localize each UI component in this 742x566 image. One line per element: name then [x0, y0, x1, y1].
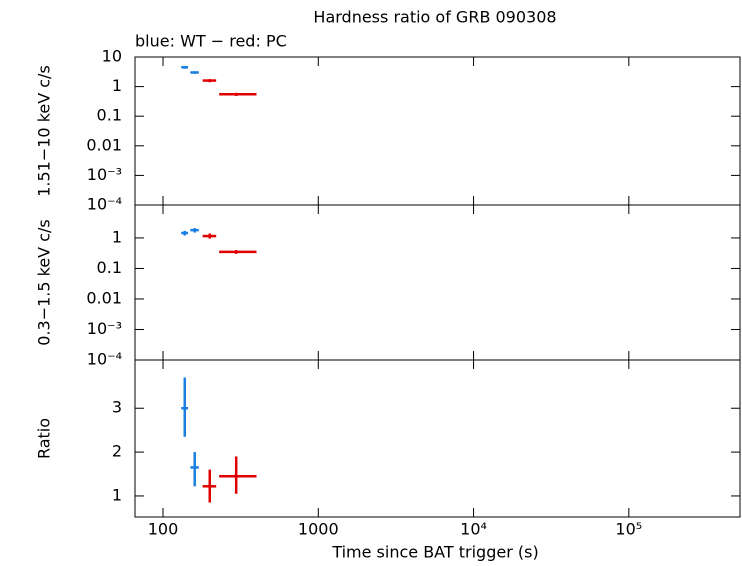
chart-subtitle: blue: WT − red: PC — [135, 32, 287, 51]
y-tick-label: 2 — [112, 442, 122, 461]
chart-title: Hardness ratio of GRB 090308 — [313, 8, 556, 27]
y-tick-label: 1 — [112, 485, 122, 504]
panel-frame — [134, 204, 741, 361]
y-tick-label: 10⁻³ — [87, 165, 122, 184]
y-axis-label: Ratio — [35, 418, 54, 459]
y-tick-label: 0.01 — [86, 135, 122, 154]
y-tick-label: 0.1 — [97, 258, 122, 277]
y-axis-label: 1.51−10 keV c/s — [35, 65, 54, 197]
x-tick-label: 1000 — [298, 520, 339, 539]
y-tick-label: 10⁻⁴ — [87, 350, 122, 369]
y-tick-label: 10⁻³ — [87, 319, 122, 338]
y-tick-label: 10⁻⁴ — [87, 195, 122, 214]
y-tick-label: 0.01 — [86, 288, 122, 307]
panel-frame — [134, 359, 741, 518]
panel-frame — [134, 56, 741, 206]
y-tick-label: 3 — [112, 398, 122, 417]
y-tick-label: 0.1 — [97, 106, 122, 125]
x-axis-label: Time since BAT trigger (s) — [331, 543, 538, 562]
y-tick-label: 10 — [102, 47, 122, 66]
x-tick-label: 10⁴ — [460, 520, 487, 539]
y-tick-label: 1 — [112, 76, 122, 95]
x-tick-label: 10⁵ — [615, 520, 642, 539]
y-axis-label: 0.3−1.5 keV c/s — [35, 219, 54, 345]
y-tick-label: 1 — [112, 227, 122, 246]
x-tick-label: 100 — [148, 520, 179, 539]
